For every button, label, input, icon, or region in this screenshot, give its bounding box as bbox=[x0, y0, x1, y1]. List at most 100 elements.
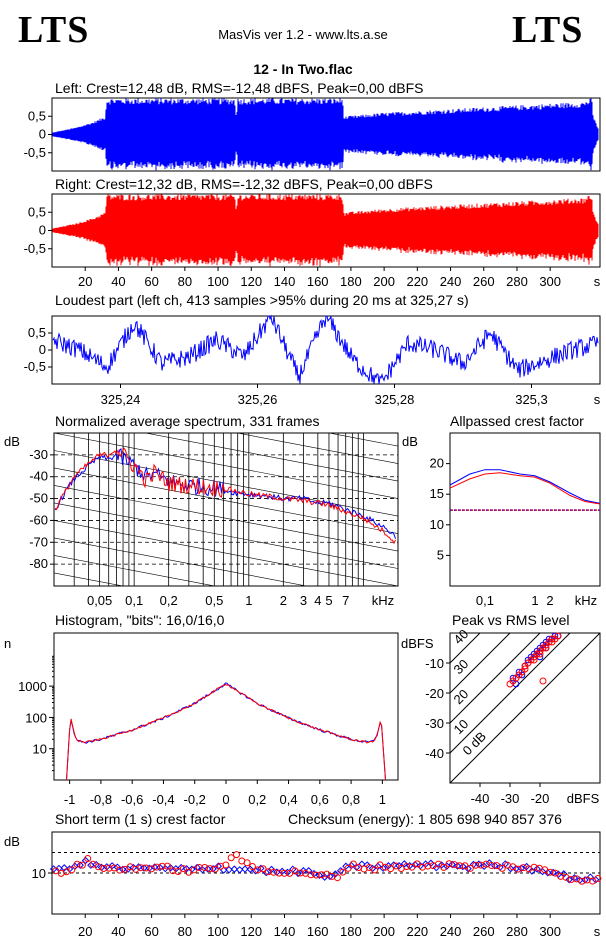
scatter-point-right bbox=[539, 677, 547, 685]
x-tick-label: 325,26 bbox=[238, 392, 278, 407]
crest-point-left bbox=[140, 864, 148, 872]
y-tick-label: 10 bbox=[430, 517, 444, 532]
crest-point-right bbox=[312, 871, 320, 879]
scatter-point-right bbox=[515, 671, 523, 679]
y-tick-label: -10 bbox=[425, 656, 444, 671]
crest-point-left bbox=[76, 861, 84, 869]
x-tick-label: 160 bbox=[307, 274, 329, 289]
x-tick-label: 2 bbox=[280, 593, 287, 608]
loudest-trace bbox=[52, 314, 599, 385]
x-tick-label: 0,6 bbox=[311, 792, 329, 807]
y-tick-label: 0,5 bbox=[28, 108, 46, 123]
crest-point-right bbox=[519, 864, 527, 872]
x-tick-label: 280 bbox=[506, 274, 528, 289]
x-axis-label: dBFS bbox=[567, 791, 600, 806]
x-tick-label: 60 bbox=[144, 274, 158, 289]
slope-line bbox=[54, 608, 398, 674]
crest-line bbox=[450, 633, 600, 783]
allpass-series-right bbox=[449, 472, 601, 505]
x-tick-label: -0,8 bbox=[90, 792, 112, 807]
scatter-point-right bbox=[530, 656, 538, 664]
crest-point-left bbox=[156, 863, 164, 872]
crest-point-right bbox=[551, 869, 559, 877]
spectrum-chart: dB -30 -40 -50 -60 -70 -80 0,05 0,1 0,2 0,5 1 2 3 4 5 7 k… bbox=[4, 432, 399, 674]
crest-point-right bbox=[275, 869, 283, 877]
y-tick-label: 0 bbox=[39, 223, 46, 238]
scatter-point-right bbox=[548, 638, 556, 646]
crest-point-right bbox=[498, 864, 506, 872]
left-waveform-title: Left: Crest=12,48 dB, RMS=-12,48 dBFS, P… bbox=[55, 80, 424, 96]
waveform-right bbox=[52, 193, 599, 267]
crest-point-right bbox=[68, 866, 76, 874]
crest-point-right bbox=[73, 860, 81, 868]
x-tick-label: 0,4 bbox=[280, 792, 298, 807]
x-tick-label: 260 bbox=[473, 924, 495, 939]
x-unit-label: s bbox=[594, 924, 601, 939]
y-tick-label: 10 bbox=[33, 742, 47, 757]
plot-frame bbox=[449, 632, 601, 784]
x-tick-label: 1 bbox=[379, 792, 386, 807]
x-tick-label: 280 bbox=[506, 924, 528, 939]
x-tick-label: 100 bbox=[207, 274, 229, 289]
x-tick-label: -0,4 bbox=[152, 792, 174, 807]
crest-line bbox=[450, 633, 571, 754]
x-tick-label: 0,2 bbox=[248, 792, 266, 807]
crest-point-left bbox=[113, 863, 122, 871]
crest-point-right bbox=[488, 862, 496, 870]
scatter-point-right bbox=[521, 665, 529, 673]
crest-point-left bbox=[485, 859, 494, 867]
y-tick-label: 0,5 bbox=[28, 325, 46, 340]
x-tick-label: 260 bbox=[473, 274, 495, 289]
y-tick-label: -0,5 bbox=[24, 359, 46, 374]
x-tick-label: 180 bbox=[340, 924, 362, 939]
crest-point-left bbox=[448, 860, 456, 869]
plot-frame bbox=[53, 432, 399, 587]
slope-line bbox=[235, 433, 398, 464]
crest-point-right bbox=[344, 864, 352, 872]
y-tick-label: -60 bbox=[29, 512, 48, 527]
slope-line bbox=[54, 433, 398, 499]
short-crest-title: Short term (1 s) crest factor bbox=[55, 811, 226, 827]
right-waveform-chart: 0,5 0 -0,5 20 40 60 80 100 120 140 160 180 200 220 240… bbox=[24, 193, 601, 289]
crest-point-right bbox=[583, 876, 591, 884]
crest-point-right bbox=[339, 868, 347, 876]
crest-line bbox=[450, 633, 511, 694]
allpass-series-left bbox=[449, 469, 601, 504]
crest-point-right bbox=[153, 863, 161, 871]
crest-line bbox=[450, 633, 481, 664]
y-tick-label: -70 bbox=[29, 534, 48, 549]
lts-logo-left: LTS bbox=[18, 9, 90, 51]
short-crest-chart: dB 10 20 40 60 80 100 120 140 160 180 200 220 240 260 2… bbox=[4, 831, 602, 939]
crest-point-left bbox=[517, 864, 525, 872]
crest-point-right bbox=[243, 859, 251, 867]
crest-point-left bbox=[241, 865, 249, 873]
crest-point-right bbox=[222, 861, 230, 869]
x-tick-label: 220 bbox=[406, 924, 428, 939]
y-tick-label: 15 bbox=[430, 486, 444, 501]
y-tick-label: 5 bbox=[437, 547, 444, 562]
crest-point-right bbox=[466, 864, 474, 872]
y-tick-label: -40 bbox=[29, 469, 48, 484]
crest-point-left bbox=[544, 869, 552, 877]
crest-point-right bbox=[84, 855, 92, 863]
x-tick-label: -30 bbox=[501, 791, 520, 806]
crest-point-right bbox=[418, 863, 426, 871]
crest-point-right bbox=[264, 868, 272, 876]
x-tick-label: 220 bbox=[406, 274, 428, 289]
crest-point-left bbox=[225, 865, 233, 874]
x-tick-label: 120 bbox=[240, 924, 262, 939]
y-axis-label: dB bbox=[4, 834, 20, 849]
y-tick-label: 20 bbox=[430, 456, 444, 471]
crest-point-right bbox=[232, 851, 240, 859]
slope-line bbox=[54, 467, 398, 534]
x-unit-label: s bbox=[594, 392, 601, 407]
y-tick-label: 0,5 bbox=[28, 204, 46, 219]
lts-logo-right: LTS bbox=[512, 9, 584, 51]
crest-point-right bbox=[557, 872, 565, 880]
crest-lines bbox=[450, 633, 600, 783]
crest-point-left bbox=[533, 865, 541, 873]
x-tick-label: 200 bbox=[373, 274, 395, 289]
x-tick-label: -0,6 bbox=[121, 792, 143, 807]
crest-point-left bbox=[395, 862, 403, 870]
crest-point-right bbox=[201, 863, 209, 871]
